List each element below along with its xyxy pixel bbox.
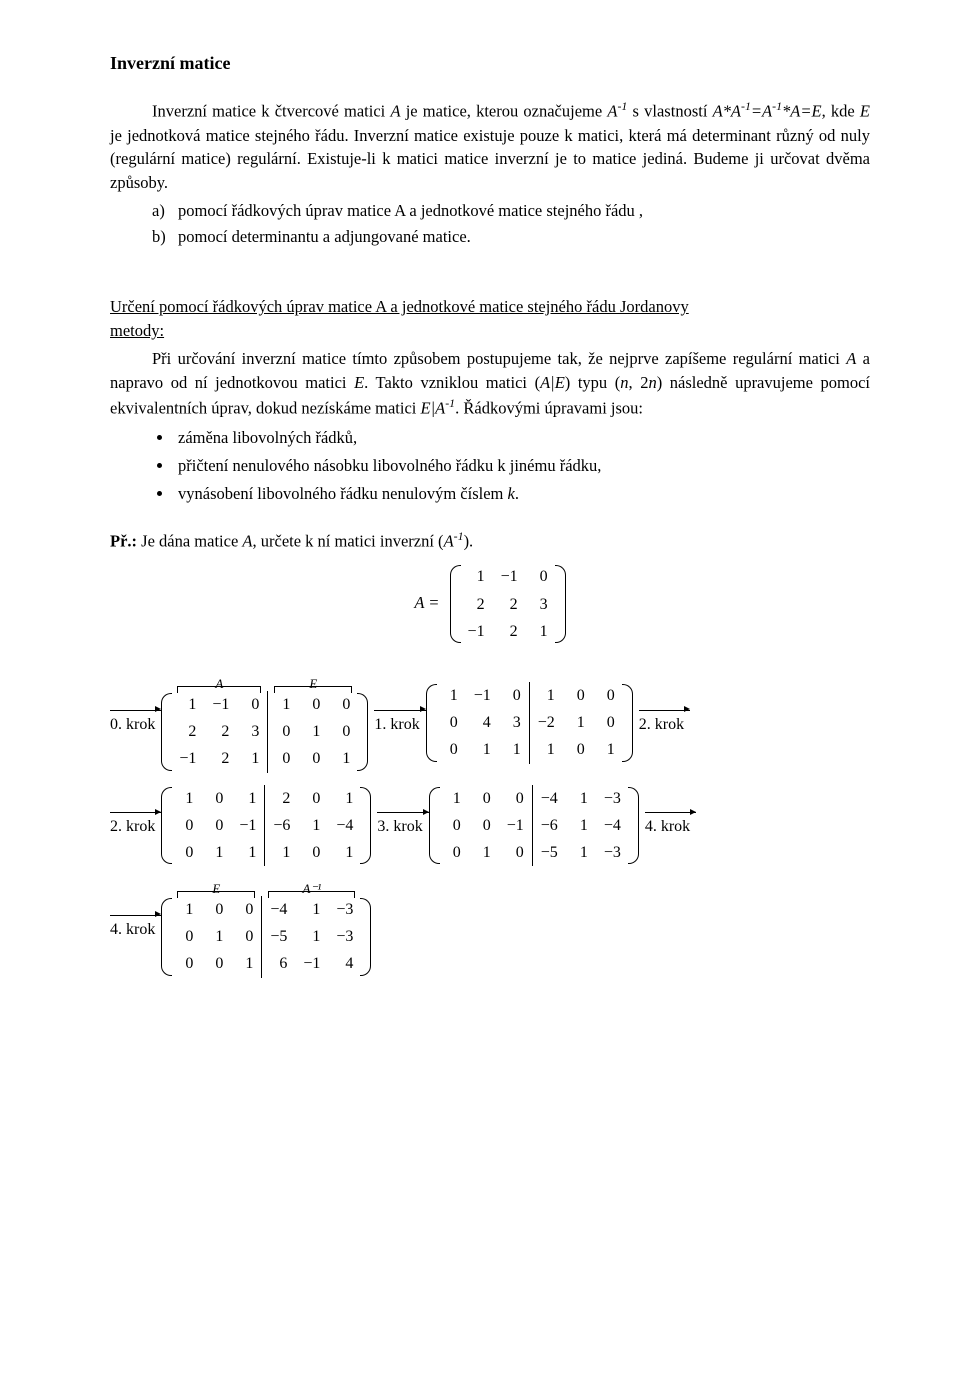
txt: . Řádkovými úpravami jsou:	[455, 398, 643, 417]
label-b: b)	[152, 225, 178, 249]
matrix-3: 10000−1010 −41−3−61−4−51−3	[429, 785, 639, 867]
matrix-4: E 100010001 A⁻¹ −41−3−51−36−14	[161, 878, 371, 978]
sym-Ainv: A	[607, 102, 617, 121]
mtx-body: 100010001	[268, 691, 358, 773]
method-list: a)pomocí řádkových úprav matice A a jedn…	[152, 199, 870, 249]
rel: A*A	[713, 102, 741, 121]
mtx-body: 10000−1010	[439, 785, 532, 867]
example-line: Př.: Je dána matice A, určete k ní matic…	[110, 528, 870, 553]
sym-E: E	[860, 102, 870, 121]
mtx-body: −41−3−61−4−51−3	[533, 785, 629, 867]
step-arrow: 4. krok	[645, 812, 690, 838]
mtx-body: 10100−1011	[171, 785, 264, 867]
section-heading-line2: metody:	[110, 321, 164, 340]
txt: ) typu (	[565, 373, 620, 392]
sym-n: n	[620, 373, 628, 392]
mtx-body: −41−3−51−36−14	[262, 896, 361, 978]
txt: . Takto vzniklou matici (	[364, 373, 540, 392]
list-item: a)pomocí řádkových úprav matice A a jedn…	[152, 199, 870, 223]
sym-A: A	[390, 102, 400, 121]
matrix-1: 1−10043011 100−210101	[426, 682, 633, 764]
step-row: 4. krok E 100010001 A⁻¹ −41−3−51−36−14	[110, 878, 870, 978]
list-item: záměna libovolných řádků,	[174, 426, 870, 450]
sup-m1: -1	[741, 99, 751, 113]
mtx-body: 1−10223−121	[460, 563, 556, 645]
mtx-body: 201−61−4101	[265, 785, 361, 867]
intro-paragraph: Inverzní matice k čtvercové matici A je …	[110, 98, 870, 195]
step-arrow: 3. krok	[377, 812, 422, 838]
sym-A: A	[242, 532, 252, 551]
txt: Při určování inverzní matice tímto způso…	[152, 349, 846, 368]
item-text: pomocí determinantu a adjungované matice…	[178, 227, 471, 246]
sym-Ainv: A	[444, 532, 454, 551]
section-heading: Určení pomocí řádkových úprav matice A a…	[110, 295, 870, 343]
step-arrow: 2. krok	[110, 812, 155, 838]
txt: ).	[464, 532, 474, 551]
sup-m1: -1	[617, 99, 627, 113]
sup-m1: -1	[772, 99, 782, 113]
step-arrow: 4. krok	[110, 915, 155, 941]
txt: , určete k ní matici inverzní (	[253, 532, 444, 551]
step-arrow: 2. krok	[639, 710, 684, 736]
A-equals: A =	[414, 593, 439, 612]
sup-m1: -1	[454, 529, 464, 543]
txt: , 2	[629, 373, 649, 392]
step-row: 0. krok A 1−10223−121 E 100010001 1. kro…	[110, 673, 870, 773]
matrix-A-display: A = 1−10223−121	[110, 563, 870, 645]
matrix-A: 1−10223−121	[450, 563, 566, 645]
page-title: Inverzní matice	[110, 50, 870, 76]
rel: *A=E	[782, 102, 822, 121]
sym-AE: A|E	[540, 373, 565, 392]
intro-text: , kde	[822, 102, 860, 121]
intro-text: Inverzní matice k čtvercové matici	[152, 102, 390, 121]
intro-text: s vlastností	[627, 102, 712, 121]
sym-A: A	[846, 349, 856, 368]
sym-k: k	[507, 484, 514, 503]
list-item: vynásobení libovolného řádku nenulovým č…	[174, 482, 870, 506]
list-item: přičtení nenulového násobku libovolného …	[174, 454, 870, 478]
txt: vynásobení libovolného řádku nenulovým č…	[178, 484, 507, 503]
txt: .	[515, 484, 519, 503]
mtx-body: 100010001	[171, 896, 261, 978]
matrix-0: A 1−10223−121 E 100010001	[161, 673, 368, 773]
label-a: a)	[152, 199, 178, 223]
sym-EAinv: E|A	[421, 398, 446, 417]
step-arrow: 1. krok	[374, 710, 419, 736]
rowop-list: záměna libovolných řádků, přičtení nenul…	[174, 426, 870, 506]
step-row: 2. krok 10100−1011 201−61−4101 3. krok 1…	[110, 785, 870, 867]
rel: =A	[751, 102, 772, 121]
list-item: b)pomocí determinantu a adjungované mati…	[152, 225, 870, 249]
sym-n: n	[648, 373, 656, 392]
sup-m1: -1	[445, 396, 455, 410]
matrix-2: 10100−1011 201−61−4101	[161, 785, 371, 867]
intro-text: je jednotková matice stejného řádu. Inve…	[110, 126, 870, 193]
item-text: pomocí řádkových úprav matice A a jednot…	[178, 201, 643, 220]
intro-text: je matice, kterou označujeme	[401, 102, 608, 121]
example-prefix: Př.:	[110, 532, 137, 551]
mtx-body: 1−10043011	[436, 682, 529, 764]
sym-E: E	[354, 373, 364, 392]
mtx-body: 100−210101	[530, 682, 623, 764]
section2-paragraph: Při určování inverzní matice tímto způso…	[110, 347, 870, 420]
txt: Je dána matice	[137, 532, 242, 551]
mtx-body: 1−10223−121	[171, 691, 267, 773]
step-arrow: 0. krok	[110, 710, 155, 736]
section-heading-line1: Určení pomocí řádkových úprav matice A a…	[110, 297, 689, 316]
